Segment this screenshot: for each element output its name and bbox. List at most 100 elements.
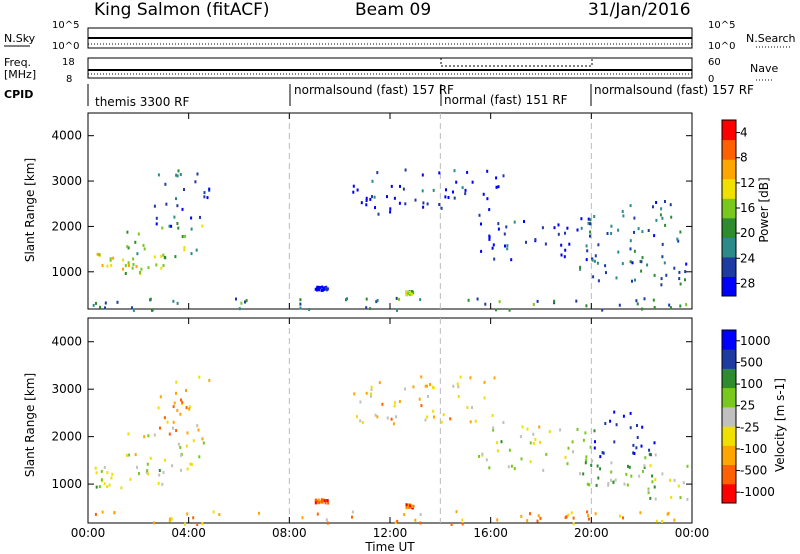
echo-cell — [669, 203, 672, 207]
colorbar-tick-label: 4 — [740, 126, 748, 140]
echo-cell — [164, 182, 167, 186]
echo-cell — [321, 288, 324, 292]
echo-cell — [186, 467, 189, 471]
echo-cell — [377, 212, 380, 216]
echo-cell — [661, 242, 664, 246]
echo-cell — [177, 169, 180, 173]
echo-cell — [532, 303, 535, 306]
echo-cell — [492, 243, 495, 247]
echo-cell — [376, 415, 379, 419]
echo-cell — [488, 466, 491, 470]
echo-cell — [195, 248, 198, 252]
echo-cell — [456, 382, 459, 386]
echo-cell — [100, 469, 103, 473]
echo-cell — [660, 283, 663, 287]
echo-cell — [321, 498, 324, 502]
echo-cell — [398, 201, 401, 205]
echo-cell — [593, 446, 596, 450]
colorbar-tick-label: 24 — [740, 251, 755, 265]
echo-cell — [453, 169, 456, 173]
echo-cell — [508, 308, 511, 312]
colorbar-segment — [722, 256, 736, 277]
echo-cell — [346, 297, 348, 301]
echo-cell — [553, 226, 556, 230]
echo-cell — [640, 260, 643, 264]
echo-cell — [128, 264, 130, 268]
echo-cell — [618, 303, 621, 307]
power-colorbar: 4 8 12 16 20 24 28 — [721, 119, 755, 297]
echo-cell — [495, 308, 497, 312]
echo-cell — [127, 246, 130, 250]
power-panel: 1000 2000 3000 4000 — [51, 112, 693, 312]
echo-cell — [111, 472, 114, 476]
echo-cell — [633, 216, 636, 220]
echo-cell — [622, 214, 625, 218]
echo-cell — [591, 459, 594, 463]
echo-cell — [653, 441, 656, 445]
echo-cell — [604, 264, 607, 268]
echo-cell — [664, 223, 667, 227]
echo-cell — [639, 511, 642, 515]
echo-cell — [442, 413, 445, 417]
echo-cell — [198, 375, 201, 379]
echo-cell — [127, 261, 130, 265]
echo-cell — [631, 279, 633, 283]
echo-cell — [506, 244, 509, 248]
echo-cell — [190, 252, 193, 256]
echo-cell — [497, 185, 500, 189]
echo-cell — [426, 415, 429, 419]
colorbar-segment — [722, 178, 736, 199]
echo-cell — [643, 464, 646, 468]
echo-cell — [584, 461, 587, 465]
echo-cell — [570, 511, 573, 515]
echo-cell — [100, 478, 103, 482]
echo-cell — [493, 376, 496, 380]
echo-cell — [201, 522, 204, 526]
echo-cell — [386, 195, 388, 199]
x-tick-label: 20:00 — [574, 526, 609, 540]
echo-cell — [196, 172, 199, 176]
echo-cell — [374, 206, 376, 210]
echo-cell — [669, 478, 671, 482]
echo-cell — [104, 301, 107, 305]
echo-cell — [560, 253, 563, 257]
echo-cell — [661, 255, 664, 259]
echo-cell — [629, 426, 632, 430]
colorbar-tick-label: 25 — [740, 399, 755, 413]
echo-cell — [299, 298, 302, 302]
echo-cell — [513, 467, 516, 471]
echo-cell — [534, 238, 537, 242]
echo-cell — [682, 481, 685, 485]
echo-cell — [640, 444, 643, 448]
echo-cell — [153, 433, 156, 437]
echo-cell — [580, 217, 583, 221]
echo-cell — [647, 229, 650, 232]
echo-cell — [660, 277, 663, 281]
y-tick-label: 3000 — [51, 382, 82, 396]
echo-cell — [469, 376, 472, 380]
echo-cell — [94, 512, 97, 516]
echo-cell — [393, 404, 396, 408]
echo-cell — [464, 188, 467, 192]
echo-cell — [457, 395, 460, 399]
echo-cell — [471, 180, 474, 184]
echo-cell — [180, 398, 182, 402]
echo-cell — [597, 243, 600, 247]
echo-cell — [365, 297, 368, 301]
echo-cell — [351, 510, 354, 514]
echo-cell — [626, 483, 629, 487]
echo-cell — [135, 265, 138, 268]
x-tick-label: 00:00 — [71, 526, 106, 540]
date-label: 31/Jan/2016 — [588, 0, 691, 20]
velocity-colorbar-label: Velocity [m s-1] — [773, 378, 787, 472]
echo-cell — [140, 267, 143, 271]
echo-cell — [491, 246, 494, 250]
echo-cell — [642, 469, 644, 473]
echo-cell — [162, 253, 165, 257]
echo-cell — [646, 263, 649, 267]
echo-cell — [508, 448, 511, 452]
echo-cell — [147, 472, 150, 476]
echo-cell — [369, 197, 372, 201]
echo-cell — [504, 244, 506, 248]
echo-cell — [145, 470, 148, 474]
